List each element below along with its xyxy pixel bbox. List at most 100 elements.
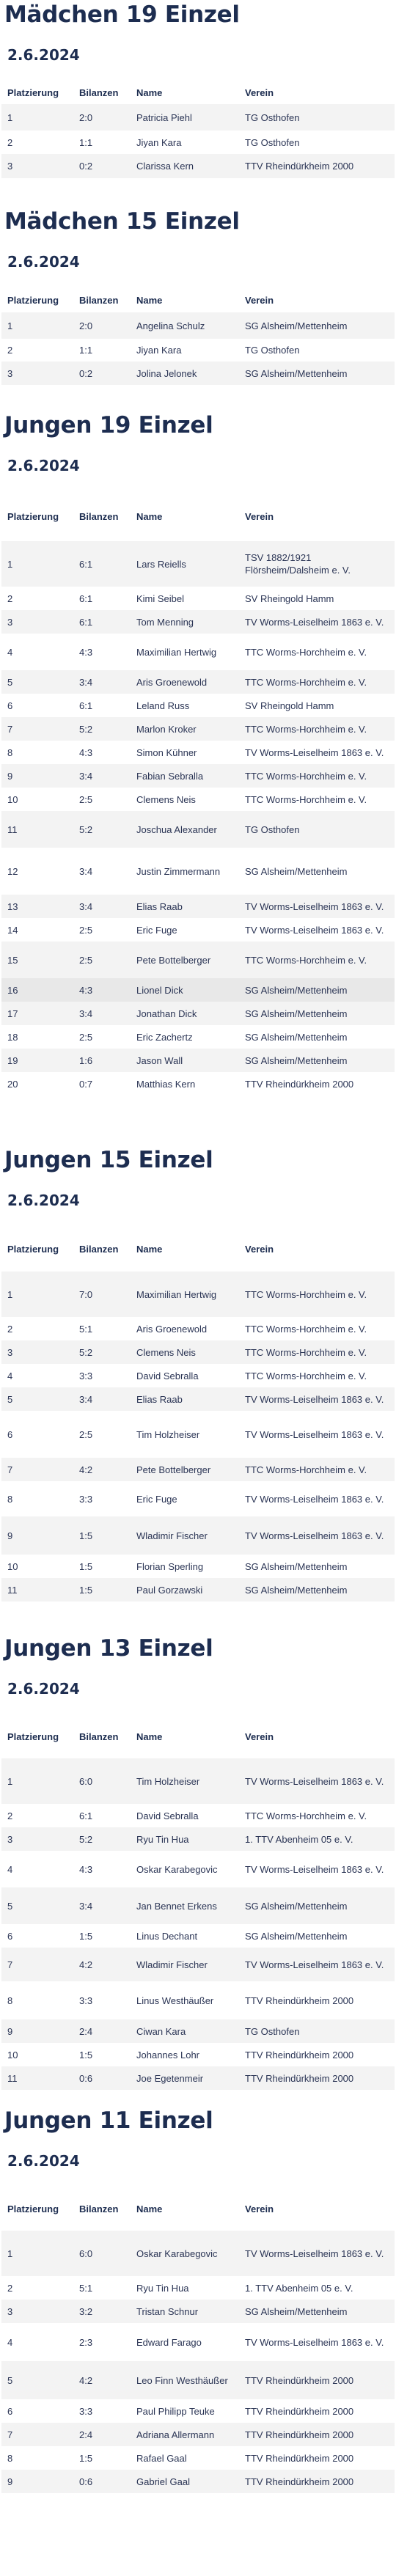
column-header-place: Platzierung	[7, 87, 59, 98]
cell-name: Rafael Gaal	[136, 2452, 187, 2464]
cell-placement: 8	[7, 1995, 13, 2006]
cell-placement: 10	[7, 793, 18, 805]
cell-bilanz: 2:4	[79, 2429, 93, 2440]
table-row: 1 7:0 Maximilian Hertwig TTC Worms-Horchhei…	[1, 1272, 395, 1317]
cell-placement: 7	[7, 1464, 13, 1475]
cell-verein: TTC Worms-Horchheim e. V.	[245, 1370, 367, 1381]
cell-name: Justin Zimmermann	[136, 865, 221, 877]
cell-placement: 8	[7, 746, 13, 758]
cell-name: Jonathan Dick	[136, 1008, 197, 1019]
cell-placement: 11	[7, 1584, 18, 1596]
cell-bilanz: 5:1	[79, 2282, 93, 2294]
table-row: 10 1:5 Johannes Lohr TTV Rheindürkheim 2000	[1, 2043, 395, 2066]
cell-verein: TTC Worms-Horchheim e. V.	[245, 1323, 367, 1335]
cell-name: Eric Fuge	[136, 924, 177, 936]
table-row: 10 1:5 Florian Sperling SG Alsheim/Mettenhe…	[1, 1555, 395, 1578]
cell-placement: 3	[7, 616, 13, 628]
cell-placement: 19	[7, 1054, 18, 1066]
cell-bilanz: 3:3	[79, 1370, 93, 1381]
table-row: 9 2:4 Ciwan Kara TG Osthofen	[1, 2019, 395, 2043]
column-header-verein: Verein	[245, 1731, 274, 1742]
cell-bilanz: 4:2	[79, 1464, 93, 1475]
cell-placement: 4	[7, 1863, 13, 1875]
cell-bilanz: 5:2	[79, 723, 93, 735]
column-header-bilanz: Bilanzen	[79, 510, 119, 522]
table-row: 3 0:2 Jolina Jelonek SG Alsheim/Mettenheim	[1, 362, 395, 385]
cell-name: Lionel Dick	[136, 984, 183, 996]
cell-verein: TTC Worms-Horchheim e. V.	[245, 1810, 367, 1821]
section-date: 2.6.2024	[7, 2152, 80, 2170]
cell-placement: 6	[7, 700, 13, 711]
table-row: 7 4:2 Pete Bottelberger TTC Worms-Horchheim…	[1, 1458, 395, 1481]
cell-bilanz: 6:0	[79, 2247, 93, 2259]
cell-bilanz: 6:1	[79, 616, 93, 628]
section-title: Mädchen 15 Einzel	[4, 208, 240, 235]
cell-name: Oskar Karabegovic	[136, 1863, 218, 1875]
table-row: 15 2:5 Pete Bottelberger TTC Worms-Horchhei…	[1, 942, 395, 978]
cell-bilanz: 2:5	[79, 954, 93, 966]
cell-verein: TTV Rheindürkheim 2000	[245, 2405, 354, 2417]
cell-verein: TTV Rheindürkheim 2000	[245, 2476, 354, 2487]
table-row: 11 1:5 Paul Gorzawski SG Alsheim/Mettenheim	[1, 1578, 395, 1601]
table-row: 8 4:3 Simon Kühner TV Worms-Leiselheim 1863…	[1, 741, 395, 764]
cell-bilanz: 2:0	[79, 320, 93, 331]
cell-name: Oskar Karabegovic	[136, 2247, 218, 2259]
cell-placement: 10	[7, 1560, 18, 1572]
cell-name: David Sebralla	[136, 1810, 199, 1821]
cell-name: Pete Bottelberger	[136, 954, 211, 966]
cell-placement: 4	[7, 1370, 13, 1381]
table-row: 11 5:2 Joschua Alexander TG Osthofen	[1, 811, 395, 848]
cell-placement: 16	[7, 984, 18, 996]
cell-placement: 6	[7, 1930, 13, 1942]
table-row: 19 1:6 Jason Wall SG Alsheim/Mettenheim	[1, 1049, 395, 1072]
table-row: 17 3:4 Jonathan Dick SG Alsheim/Mettenheim	[1, 1002, 395, 1025]
cell-bilanz: 0:2	[79, 161, 93, 172]
cell-bilanz: 1:5	[79, 1560, 93, 1572]
cell-placement: 8	[7, 1493, 13, 1505]
cell-verein: TTC Worms-Horchheim e. V.	[245, 1288, 367, 1300]
cell-bilanz: 3:4	[79, 1393, 93, 1405]
cell-bilanz: 3:4	[79, 900, 93, 912]
cell-bilanz: 6:1	[79, 592, 93, 604]
cell-verein: TTC Worms-Horchheim e. V.	[245, 1464, 367, 1475]
cell-placement: 4	[7, 646, 13, 658]
cell-name: Edward Farago	[136, 2336, 202, 2348]
cell-name: Angelina Schulz	[136, 320, 205, 331]
table-row: 12 3:4 Justin Zimmermann SG Alsheim/Mettenh…	[1, 848, 395, 895]
cell-placement: 2	[7, 345, 13, 356]
section-maedchen-15-einzel: Mädchen 15 Einzel 2.6.2024 Platzierung Bila…	[0, 207, 396, 385]
cell-verein: TTV Rheindürkheim 2000	[245, 1078, 354, 1090]
cell-name: Leo Finn Westhäußer	[136, 2374, 228, 2386]
cell-name: Clemens Neis	[136, 1346, 196, 1358]
cell-name: Fabian Sebralla	[136, 770, 204, 782]
column-header-name: Name	[136, 510, 163, 522]
table-row: 9 3:4 Fabian Sebralla TTC Worms-Horchheim e…	[1, 764, 395, 788]
cell-verein: TV Worms-Leiselheim 1863 e. V.	[245, 924, 384, 936]
table-row: 1 2:0 Angelina Schulz SG Alsheim/Mettenheim	[1, 312, 395, 339]
cell-name: Tim Holzheiser	[136, 1428, 200, 1440]
table-row: 14 2:5 Eric Fuge TV Worms-Leiselheim 1863 e…	[1, 918, 395, 942]
results-table: Platzierung Bilanzen Name Verein 1 7:0 Maximil…	[1, 1226, 395, 1601]
cell-bilanz: 3:4	[79, 1008, 93, 1019]
cell-verein: TTC Worms-Horchheim e. V.	[245, 770, 367, 782]
cell-placement: 1	[7, 1775, 13, 1787]
cell-placement: 2	[7, 1810, 13, 1821]
cell-name: Eric Fuge	[136, 1493, 177, 1505]
cell-bilanz: 1:6	[79, 1054, 93, 1066]
cell-name: Aris Groenewold	[136, 676, 208, 688]
cell-placement: 5	[7, 676, 13, 688]
cell-placement: 5	[7, 1393, 13, 1405]
table-row: 2 6:1 Kimi Seibel SV Rheingold Hamm	[1, 587, 395, 610]
cell-name: Kimi Seibel	[136, 592, 185, 604]
table-row: 5 3:4 Aris Groenewold TTC Worms-Horchheim e…	[1, 670, 395, 694]
table-row: 4 3:3 David Sebralla TTC Worms-Horchheim e.…	[1, 1364, 395, 1387]
column-header-place: Platzierung	[7, 1731, 59, 1742]
cell-bilanz: 3:4	[79, 676, 93, 688]
cell-verein: TG Osthofen	[245, 136, 300, 148]
cell-name: Clemens Neis	[136, 793, 196, 805]
cell-verein: SG Alsheim/Mettenheim	[245, 865, 348, 877]
cell-verein: TV Worms-Leiselheim 1863 e. V.	[245, 616, 384, 628]
table-header-row: Platzierung Bilanzen Name Verein	[1, 2187, 395, 2231]
section-title: Mädchen 19 Einzel	[4, 1, 240, 28]
cell-placement: 2	[7, 1323, 13, 1335]
